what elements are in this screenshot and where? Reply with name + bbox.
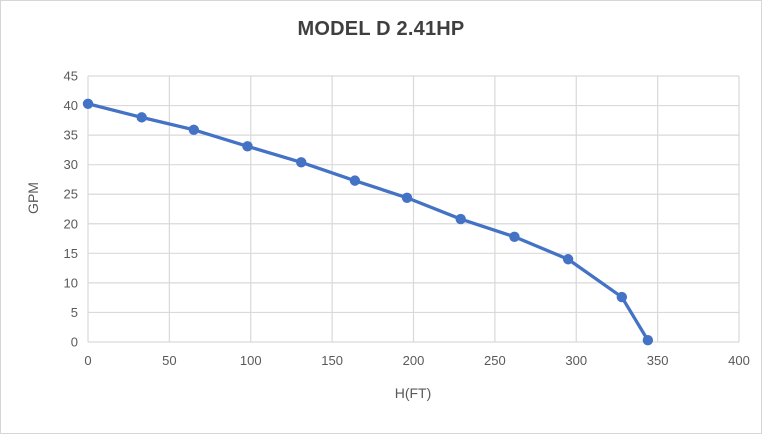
x-tick-label: 350 <box>647 353 669 368</box>
x-tick-label: 250 <box>484 353 506 368</box>
y-tick-label: 5 <box>71 305 78 320</box>
y-tick-label: 30 <box>64 157 78 172</box>
data-point-marker <box>616 291 628 303</box>
data-point-marker <box>401 192 413 203</box>
y-tick-label: 20 <box>64 216 78 231</box>
x-tick-label: 50 <box>162 353 176 368</box>
data-point-marker <box>82 98 94 109</box>
y-tick-label: 40 <box>64 98 78 113</box>
y-tick-label: 0 <box>71 335 78 350</box>
y-tick-label: 10 <box>64 275 78 290</box>
data-point-marker <box>562 254 574 265</box>
data-point-marker <box>296 157 307 168</box>
data-point-marker <box>188 124 199 135</box>
y-tick-label: 35 <box>64 128 78 143</box>
y-tick-label: 15 <box>64 246 78 261</box>
data-point-marker <box>642 335 654 346</box>
x-tick-label: 100 <box>240 353 262 368</box>
data-point-marker <box>242 141 253 152</box>
y-tick-label: 45 <box>64 69 78 84</box>
x-tick-label: 200 <box>403 353 425 368</box>
chart-title: MODEL D 2.41HP <box>297 18 465 40</box>
x-tick-label: 400 <box>728 353 750 368</box>
x-tick-label: 300 <box>565 353 587 368</box>
x-tick-label: 0 <box>84 353 91 368</box>
x-tick-label: 150 <box>321 353 343 368</box>
data-point-marker <box>509 231 520 242</box>
data-point-marker <box>349 175 361 186</box>
y-tick-label: 25 <box>64 187 78 202</box>
series-line <box>86 102 650 342</box>
data-point-marker <box>455 213 466 225</box>
data-point-marker <box>136 112 147 123</box>
x-axis-title: H(FT) <box>394 385 432 401</box>
